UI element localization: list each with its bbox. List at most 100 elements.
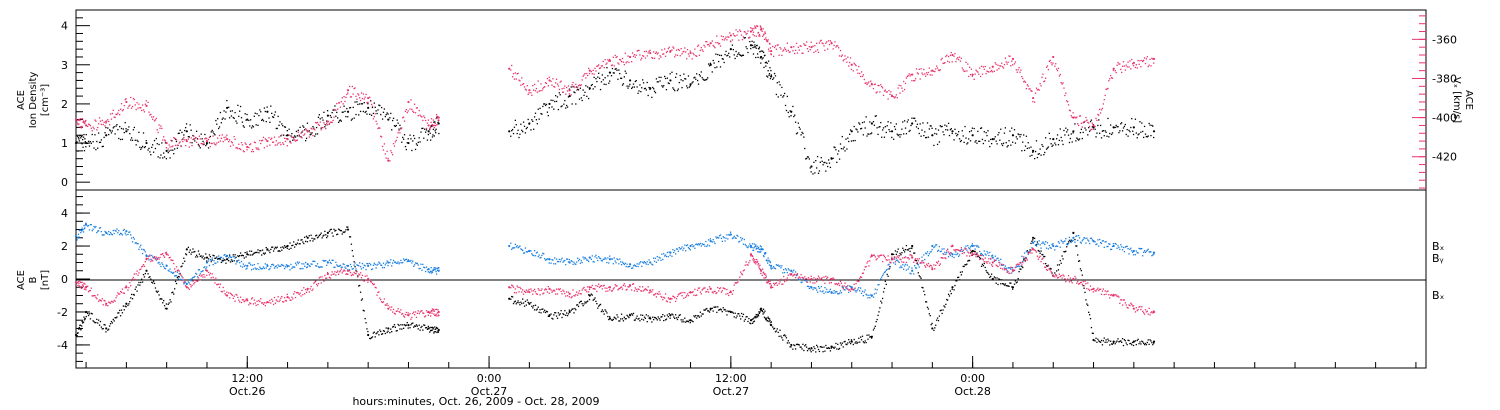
bx-sample bbox=[761, 310, 764, 313]
density-sample bbox=[195, 130, 198, 132]
density-sample bbox=[826, 162, 828, 164]
vx-sample bbox=[430, 118, 433, 120]
by-sample bbox=[87, 224, 90, 227]
density-sample bbox=[875, 115, 877, 117]
by-sample bbox=[233, 255, 235, 258]
bx-sample bbox=[621, 318, 624, 320]
bx-sample bbox=[206, 260, 208, 262]
bz-sample bbox=[292, 298, 294, 300]
density-sample bbox=[434, 121, 436, 123]
vx-sample bbox=[616, 55, 618, 58]
density-point bbox=[971, 134, 974, 137]
bx-sample bbox=[603, 313, 605, 315]
density-sample bbox=[969, 140, 972, 142]
vx-sample bbox=[519, 80, 521, 82]
vx-sample bbox=[845, 58, 847, 60]
bx-sample bbox=[1132, 341, 1134, 344]
density-sample bbox=[974, 141, 976, 143]
by-sample bbox=[928, 253, 930, 255]
by-sample bbox=[671, 255, 673, 257]
density-sample bbox=[609, 80, 611, 82]
density-sample bbox=[1065, 127, 1067, 129]
bx-sample bbox=[249, 250, 251, 252]
by-sample bbox=[206, 266, 208, 268]
density-sample bbox=[570, 86, 572, 88]
density-sample bbox=[90, 142, 92, 145]
density-sample bbox=[324, 126, 326, 128]
density-sample bbox=[236, 122, 238, 124]
by-sample bbox=[1064, 240, 1066, 242]
bz-sample bbox=[163, 255, 165, 257]
bz-sample bbox=[221, 291, 223, 293]
by-sample bbox=[722, 236, 724, 238]
bz-sample bbox=[248, 304, 250, 306]
by-sample bbox=[1109, 243, 1111, 245]
bx-sample bbox=[1149, 339, 1151, 341]
density-sample bbox=[649, 88, 651, 91]
by-sample bbox=[1101, 240, 1104, 242]
bx-sample bbox=[746, 316, 748, 318]
by-sample bbox=[429, 270, 432, 272]
by-sample bbox=[1135, 250, 1137, 252]
density-sample bbox=[1037, 153, 1039, 155]
by-sample bbox=[405, 258, 408, 260]
bx-sample bbox=[348, 236, 351, 238]
vx-sample bbox=[228, 140, 230, 143]
bx-sample bbox=[745, 316, 747, 318]
vx-sample bbox=[914, 80, 916, 82]
vx-sample bbox=[418, 109, 420, 112]
density-sample bbox=[293, 135, 296, 137]
bx-sample bbox=[552, 318, 554, 320]
vx-sample bbox=[182, 140, 184, 143]
vx-sample bbox=[163, 139, 166, 141]
density-sample bbox=[278, 124, 280, 126]
density-sample bbox=[366, 113, 368, 115]
density-sample bbox=[597, 76, 599, 78]
bx-sample bbox=[754, 315, 756, 318]
density-sample bbox=[648, 86, 650, 89]
density-sample bbox=[164, 142, 167, 144]
bx-sample bbox=[1013, 283, 1016, 285]
vx-sample bbox=[759, 25, 762, 27]
vx-sample bbox=[587, 67, 590, 70]
by-sample bbox=[994, 255, 996, 257]
by-sample bbox=[212, 263, 214, 266]
density-sample bbox=[95, 148, 97, 151]
density-sample bbox=[591, 83, 593, 86]
bx-sample bbox=[524, 300, 527, 303]
vx-sample bbox=[763, 33, 765, 35]
bx-sample bbox=[1140, 343, 1142, 345]
density-sample bbox=[251, 125, 254, 127]
vx-sample bbox=[973, 78, 975, 80]
vx-sample bbox=[85, 119, 87, 122]
by-sample bbox=[155, 259, 157, 261]
density-sample bbox=[1005, 142, 1007, 144]
vx-sample bbox=[659, 55, 661, 57]
density-sample bbox=[554, 100, 556, 103]
vx-sample bbox=[189, 141, 191, 144]
density-sample bbox=[184, 127, 187, 129]
bx-sample bbox=[1099, 341, 1102, 343]
vx-sample bbox=[777, 44, 779, 46]
by-sample bbox=[1023, 252, 1026, 254]
bx-sample bbox=[551, 317, 553, 320]
density-sample bbox=[766, 62, 768, 64]
by-sample bbox=[712, 238, 714, 241]
by-sample bbox=[158, 261, 160, 264]
by-sample bbox=[921, 256, 923, 258]
bx-sample bbox=[669, 317, 671, 319]
bz-point bbox=[246, 299, 249, 302]
bx-sample bbox=[243, 257, 245, 259]
density-sample bbox=[211, 129, 213, 132]
bz-sample bbox=[276, 300, 278, 302]
bx-sample bbox=[674, 314, 677, 316]
bx-point bbox=[629, 314, 632, 317]
series-by bbox=[74, 222, 1156, 299]
bx-sample bbox=[804, 345, 806, 347]
by-sample bbox=[883, 271, 886, 274]
by-sample bbox=[1129, 248, 1131, 251]
density-point bbox=[709, 63, 712, 66]
vx-sample bbox=[680, 47, 682, 50]
density-sample bbox=[557, 108, 560, 111]
vx-point bbox=[407, 100, 410, 104]
